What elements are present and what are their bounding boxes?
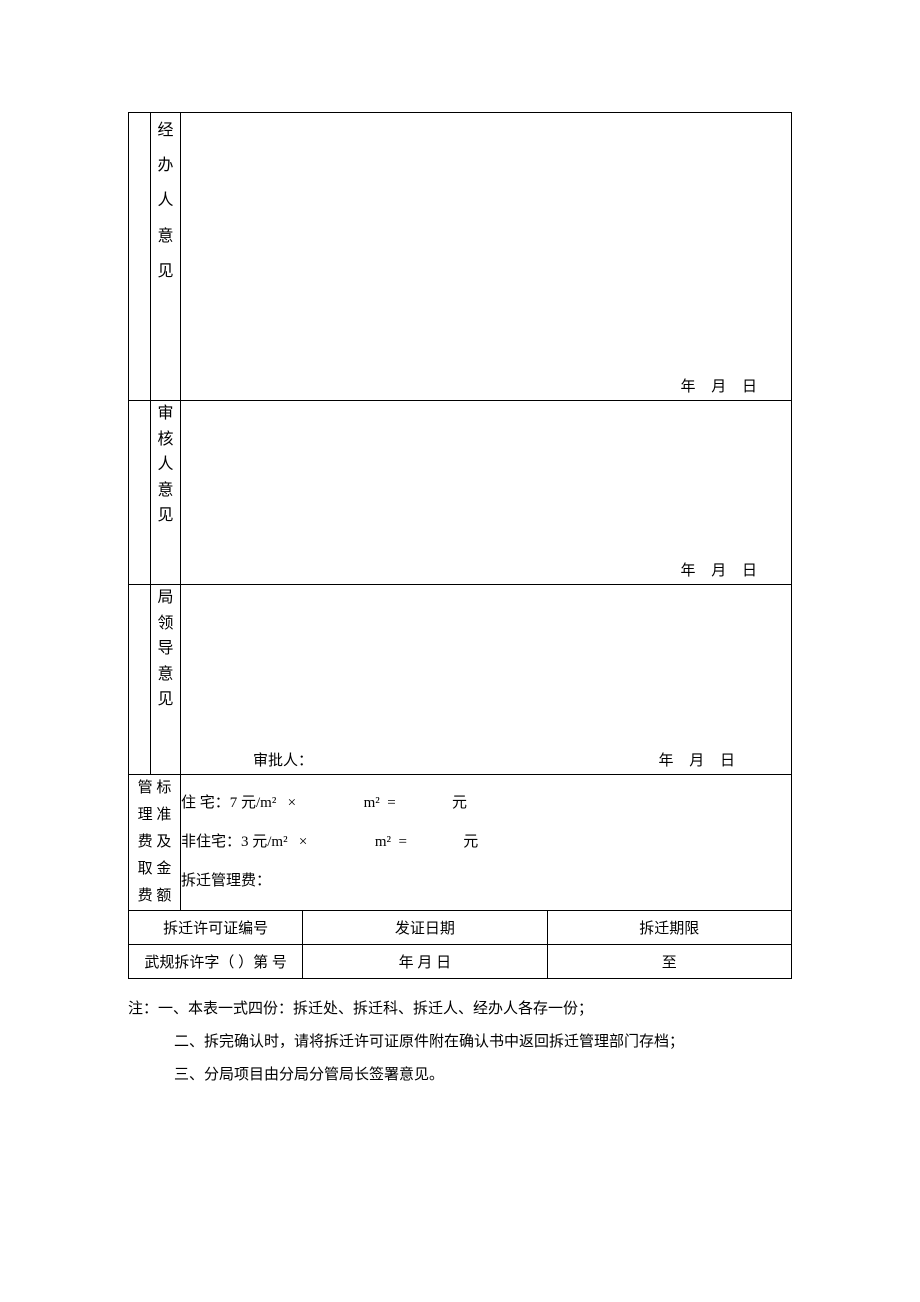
- label-char: 办: [157, 148, 173, 183]
- fee-content-cell: 住 宅：7 元/m² × m² = 元 非住宅：3 元/m² × m² = 元 …: [181, 775, 792, 911]
- handler-opinion-row: 经 办 人 意 见 年 月 日: [129, 113, 792, 401]
- fee-label-line: 费 额: [129, 883, 180, 910]
- permit-number-value: 武规拆许字（ ）第 号: [129, 945, 303, 979]
- leader-opinion-row: 局 领 导 意 见 审批人： 年 月 日: [129, 585, 792, 775]
- nonresidential-rate: 3 元/m²: [241, 834, 288, 850]
- handler-date: 年 月 日: [680, 375, 763, 396]
- demolition-term-value: 至: [547, 945, 791, 979]
- times-symbol: ×: [299, 834, 307, 850]
- note-line-1: 注：一、本表一式四份：拆迁处、拆迁科、拆迁人、经办人各存一份；: [128, 993, 792, 1026]
- note-line-2: 二、拆完确认时，请将拆迁许可证原件附在确认书中返回拆迁管理部门存档；: [128, 1026, 792, 1059]
- spacer-cell: [129, 401, 151, 585]
- equals-symbol: =: [399, 834, 407, 850]
- yuan-symbol: 元: [463, 834, 478, 850]
- label-char: 领: [157, 611, 173, 637]
- mgmt-fee-line: 拆迁管理费：: [181, 862, 791, 901]
- notes-prefix: 注：: [128, 1001, 158, 1017]
- label-char: 见: [157, 687, 173, 713]
- handler-label-cell: 经 办 人 意 见: [151, 113, 181, 401]
- residential-fee-line: 住 宅：7 元/m² × m² = 元: [181, 784, 791, 823]
- demolition-term-header: 拆迁期限: [547, 911, 791, 945]
- label-char: 经: [157, 113, 173, 148]
- note-line-3: 三、分局项目由分局分管局长签署意见。: [128, 1059, 792, 1092]
- leader-date: 年 月 日: [658, 749, 741, 770]
- handler-label: 经 办 人 意 见: [151, 113, 180, 289]
- label-char: 意: [157, 662, 173, 688]
- leader-label: 局 领 导 意 见: [151, 585, 180, 713]
- reviewer-opinion-content: 年 月 日: [181, 401, 792, 585]
- label-char: 审: [157, 401, 173, 427]
- approval-form-table: 经 办 人 意 见 年 月 日 审 核 人 意 见 年 月 日: [128, 112, 792, 979]
- fee-label-line: 管 标: [129, 775, 180, 802]
- label-char: 意: [157, 219, 173, 254]
- handler-opinion-content: 年 月 日: [181, 113, 792, 401]
- reviewer-opinion-row: 审 核 人 意 见 年 月 日: [129, 401, 792, 585]
- permit-header-row: 拆迁许可证编号 发证日期 拆迁期限: [129, 911, 792, 945]
- issue-date-header: 发证日期: [303, 911, 547, 945]
- permit-number-header: 拆迁许可证编号: [129, 911, 303, 945]
- label-char: 见: [157, 503, 173, 529]
- fee-row: 管 标 理 准 费 及 取 金 费 额 住 宅：7 元/m² × m² = 元 …: [129, 775, 792, 911]
- nonresidential-fee-line: 非住宅：3 元/m² × m² = 元: [181, 823, 791, 862]
- label-char: 核: [157, 427, 173, 453]
- unit-m2: m²: [364, 795, 380, 811]
- label-char: 见: [157, 254, 173, 289]
- notes-block: 注：一、本表一式四份：拆迁处、拆迁科、拆迁人、经办人各存一份； 二、拆完确认时，…: [128, 993, 792, 1092]
- permit-value-row: 武规拆许字（ ）第 号 年 月 日 至: [129, 945, 792, 979]
- label-char: 意: [157, 478, 173, 504]
- note-1-text: 一、本表一式四份：拆迁处、拆迁科、拆迁人、经办人各存一份；: [158, 1001, 593, 1017]
- yuan-symbol: 元: [452, 795, 467, 811]
- leader-opinion-content: 审批人： 年 月 日: [181, 585, 792, 775]
- spacer-cell: [129, 585, 151, 775]
- reviewer-label-cell: 审 核 人 意 见: [151, 401, 181, 585]
- approver-label: 审批人：: [253, 749, 313, 770]
- unit-m2: m²: [375, 834, 391, 850]
- spacer-cell: [129, 113, 151, 401]
- issue-date-value: 年 月 日: [303, 945, 547, 979]
- residential-rate: 7 元/m²: [230, 795, 277, 811]
- fee-label-line: 费 及: [129, 829, 180, 856]
- fee-label-cell: 管 标 理 准 费 及 取 金 费 额: [129, 775, 181, 911]
- reviewer-date: 年 月 日: [680, 559, 763, 580]
- residential-label: 住 宅：: [181, 795, 230, 811]
- nonresidential-label: 非住宅：: [181, 834, 241, 850]
- label-char: 导: [157, 636, 173, 662]
- leader-label-cell: 局 领 导 意 见: [151, 585, 181, 775]
- fee-label-line: 理 准: [129, 802, 180, 829]
- label-char: 人: [157, 183, 173, 218]
- equals-symbol: =: [387, 795, 395, 811]
- fee-label-line: 取 金: [129, 856, 180, 883]
- reviewer-label: 审 核 人 意 见: [151, 401, 180, 529]
- times-symbol: ×: [288, 795, 296, 811]
- label-char: 局: [157, 585, 173, 611]
- label-char: 人: [157, 452, 173, 478]
